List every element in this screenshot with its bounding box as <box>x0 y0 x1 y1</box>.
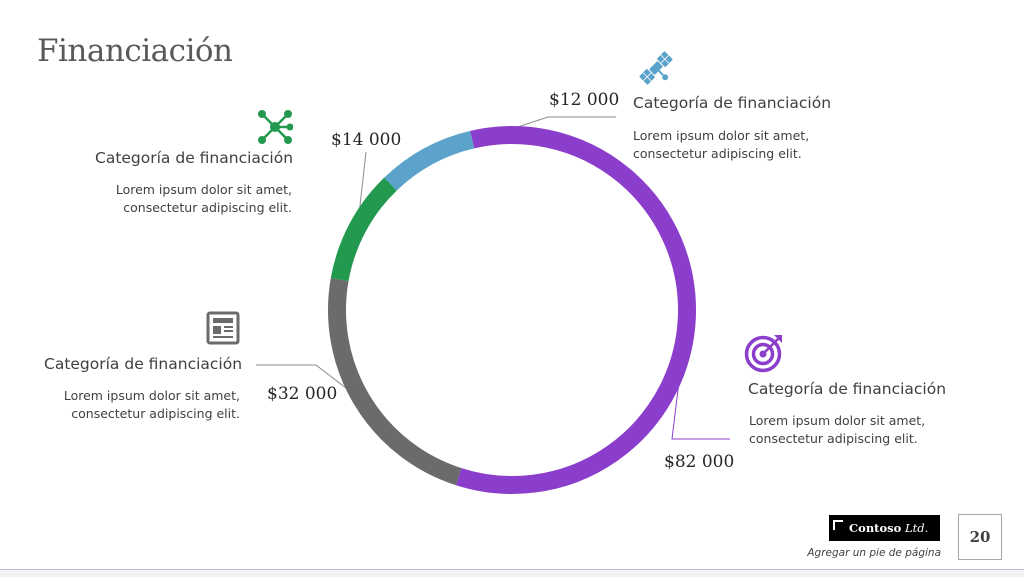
bottom-bar <box>0 569 1024 577</box>
newspaper-icon <box>206 311 240 345</box>
satellite-icon <box>639 51 673 85</box>
category-description-3: Lorem ipsum dolor sit amet, consectetur … <box>115 182 292 215</box>
category-description-0: Lorem ipsum dolor sit amet, consectetur … <box>633 128 810 161</box>
category-label-3: Categoría de financiación <box>95 149 294 167</box>
network-icon <box>258 110 293 144</box>
category-description-2: Lorem ipsum dolor sit amet, consectetur … <box>63 388 240 421</box>
brand-logo: Contoso Ltd. <box>829 515 940 541</box>
donut-slice-2 <box>328 278 462 486</box>
donut-slice-0 <box>384 130 475 191</box>
category-label-0: Categoría de financiación <box>633 94 832 112</box>
category-label-1: Categoría de financiación <box>748 380 947 398</box>
corner-bracket-icon <box>833 520 843 530</box>
page-number: 20 <box>958 514 1002 560</box>
donut-slices <box>328 126 696 494</box>
donut-slice-3 <box>330 177 397 282</box>
category-label-2: Categoría de financiación <box>44 355 243 373</box>
target-icon <box>744 335 782 373</box>
data-label-3: $14 000 <box>331 130 402 150</box>
donut-slice-1 <box>456 126 696 494</box>
data-label-1: $82 000 <box>664 452 735 472</box>
brand-suffix: Ltd. <box>904 521 929 535</box>
category-description-1: Lorem ipsum dolor sit amet, consectetur … <box>749 413 926 446</box>
footer-text: Agregar un pie de página <box>807 547 941 559</box>
data-label-2: $32 000 <box>267 384 338 404</box>
data-label-0: $12 000 <box>549 90 620 110</box>
brand-name: Contoso <box>849 521 902 535</box>
page-title: Financiación <box>37 33 233 69</box>
